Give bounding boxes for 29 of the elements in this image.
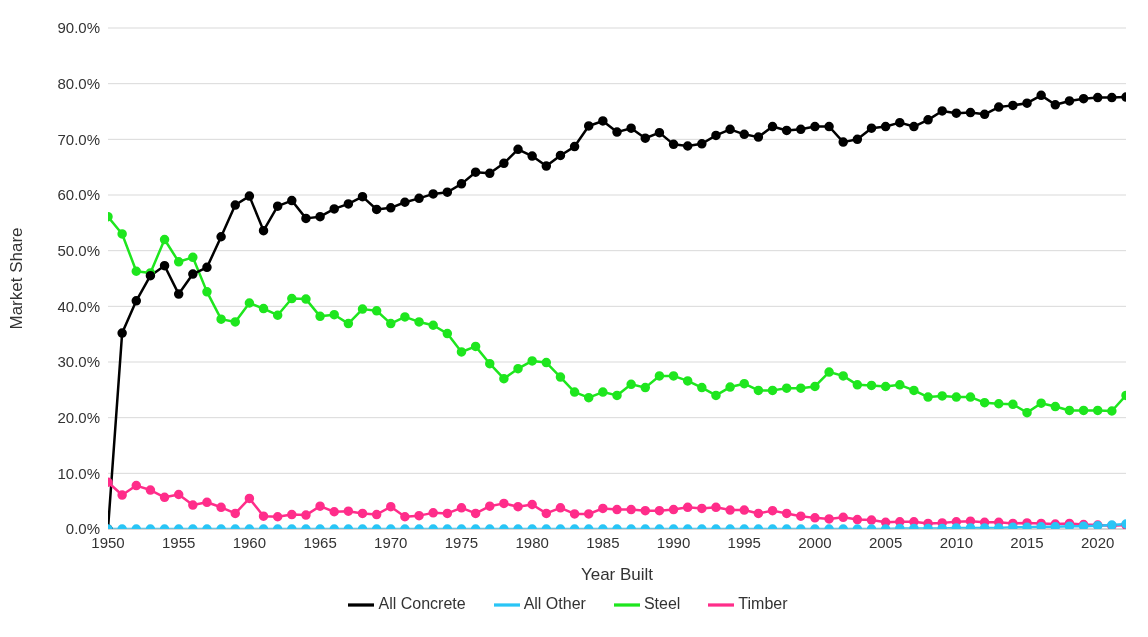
x-tick-label: 1985	[586, 533, 620, 551]
x-tick-label: 1975	[444, 533, 479, 551]
x-tick-label: 1955	[162, 533, 196, 551]
y-tick-label: 50.0%	[57, 241, 100, 259]
x-tick-label: 2020	[1081, 533, 1115, 551]
y-tick-label: 80.0%	[57, 74, 100, 92]
x-tick-label: 1995	[727, 533, 761, 551]
x-tick-label: 1990	[656, 533, 691, 551]
legend-label: All Other	[523, 595, 586, 613]
y-tick-label: 20.0%	[57, 408, 100, 426]
legend-label: All Concrete	[378, 595, 466, 613]
y-tick-label: 10.0%	[57, 464, 100, 482]
x-tick-label: 2005	[868, 533, 903, 551]
legend-label: Steel	[643, 595, 681, 613]
x-tick-label: 2000	[798, 533, 832, 551]
y-axis-title: Market Share	[7, 227, 27, 330]
x-axis-title: Year Built	[580, 565, 654, 584]
y-tick-label: 90.0%	[57, 19, 100, 37]
x-tick-label: 1960	[232, 533, 267, 551]
y-tick-label: 70.0%	[57, 130, 100, 148]
x-tick-label: 1980	[515, 533, 549, 551]
y-tick-label: 60.0%	[57, 186, 100, 204]
x-tick-label: 2015	[1010, 533, 1044, 551]
legend-label: Timber	[738, 595, 788, 613]
x-tick-label: 1965	[303, 533, 337, 551]
y-tick-label: 40.0%	[57, 297, 100, 315]
y-tick-label: 30.0%	[57, 353, 100, 371]
x-tick-label: 2010	[939, 533, 974, 551]
x-tick-label: 1970	[374, 533, 408, 551]
